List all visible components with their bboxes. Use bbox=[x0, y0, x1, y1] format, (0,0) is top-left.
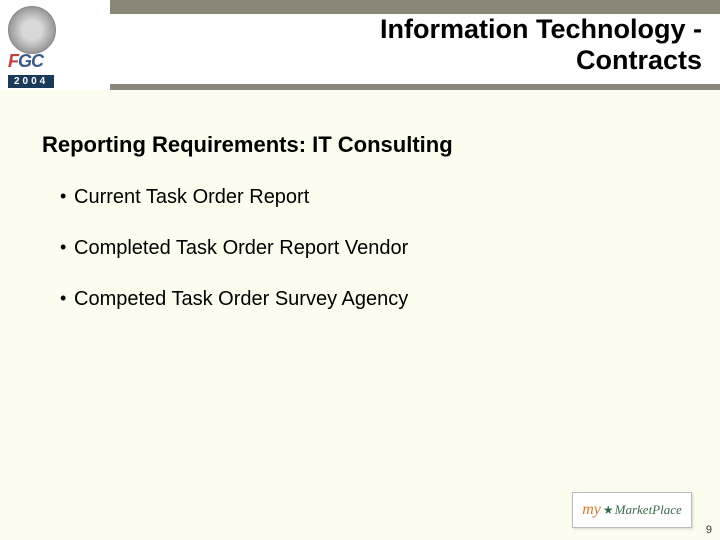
header-bottom-bar bbox=[110, 84, 720, 90]
content-subtitle: Reporting Requirements: IT Consulting bbox=[42, 132, 670, 158]
title-line-1: Information Technology - bbox=[380, 14, 702, 44]
logo-letter-c: C bbox=[31, 51, 43, 71]
logo-marketplace-text: MarketPlace bbox=[615, 502, 682, 518]
star-icon: ★ bbox=[603, 503, 614, 517]
bullet-list: Current Task Order Report Completed Task… bbox=[42, 186, 670, 311]
slide-title: Information Technology - Contracts bbox=[380, 14, 702, 76]
bullet-item: Completed Task Order Report Vendor bbox=[60, 237, 670, 260]
fgc-logo: FGC 2004 bbox=[0, 0, 110, 90]
fgc-logo-text: FGC bbox=[8, 51, 43, 72]
logo-letter-f: F bbox=[8, 51, 18, 71]
logo-letter-g: G bbox=[18, 51, 31, 71]
bullet-item: Current Task Order Report bbox=[60, 186, 670, 209]
bullet-item: Competed Task Order Survey Agency bbox=[60, 288, 670, 311]
marketplace-logo: my ★ MarketPlace bbox=[572, 492, 692, 528]
seal-icon bbox=[8, 6, 56, 54]
slide-content: Reporting Requirements: IT Consulting Cu… bbox=[0, 90, 720, 311]
logo-year: 2004 bbox=[8, 75, 54, 88]
header-top-bar bbox=[110, 0, 720, 14]
title-line-2: Contracts bbox=[576, 45, 702, 75]
page-number: 9 bbox=[706, 524, 712, 536]
slide-header: FGC 2004 Information Technology - Contra… bbox=[0, 0, 720, 90]
logo-my-text: my bbox=[582, 501, 601, 519]
